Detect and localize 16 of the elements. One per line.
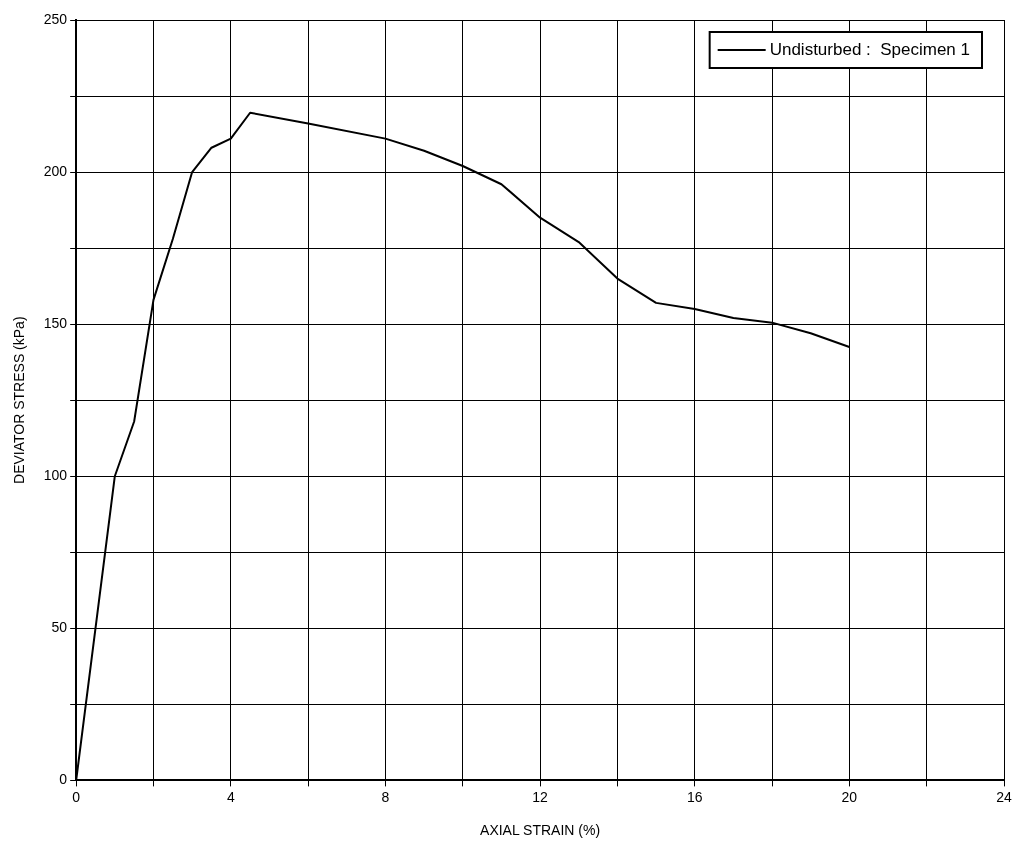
x-axis-title: AXIAL STRAIN (%) — [480, 822, 601, 839]
x-tick-label: 8 — [381, 788, 390, 805]
x-tick-label: 12 — [532, 788, 549, 805]
y-tick-label: 250 — [43, 10, 68, 27]
x-tick-label: 20 — [841, 788, 858, 805]
legend-label: Undisturbed : Specimen 1 — [769, 39, 971, 59]
y-axis-title: DEVIATOR STRESS (kPa) — [11, 316, 28, 484]
x-tick-label: 0 — [72, 788, 81, 805]
x-tick-label: 24 — [996, 788, 1012, 805]
y-tick-label: 100 — [43, 467, 68, 484]
x-tick-label: 4 — [226, 788, 235, 805]
y-tick-label: 150 — [43, 315, 68, 332]
x-tick-label: 16 — [686, 788, 703, 805]
y-tick-label: 200 — [43, 162, 68, 179]
y-tick-label: 0 — [59, 771, 68, 788]
y-tick-label: 50 — [51, 619, 68, 636]
